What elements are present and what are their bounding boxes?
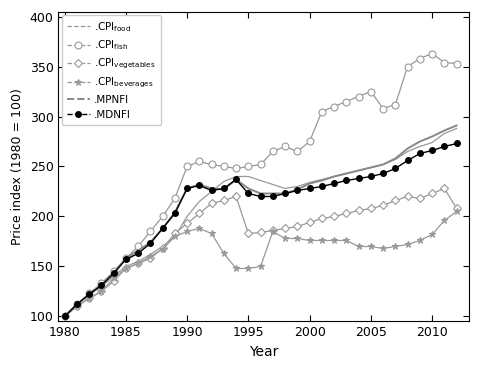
X-axis label: Year: Year [249, 345, 278, 359]
Y-axis label: Price index (1980 = 100): Price index (1980 = 100) [11, 88, 24, 245]
Legend: .CPI$_{\rm food}$, .CPI$_{\rm fish}$, .CPI$_{\rm vegetables}$, .CPI$_{\rm bevera: .CPI$_{\rm food}$, .CPI$_{\rm fish}$, .C… [61, 15, 161, 125]
